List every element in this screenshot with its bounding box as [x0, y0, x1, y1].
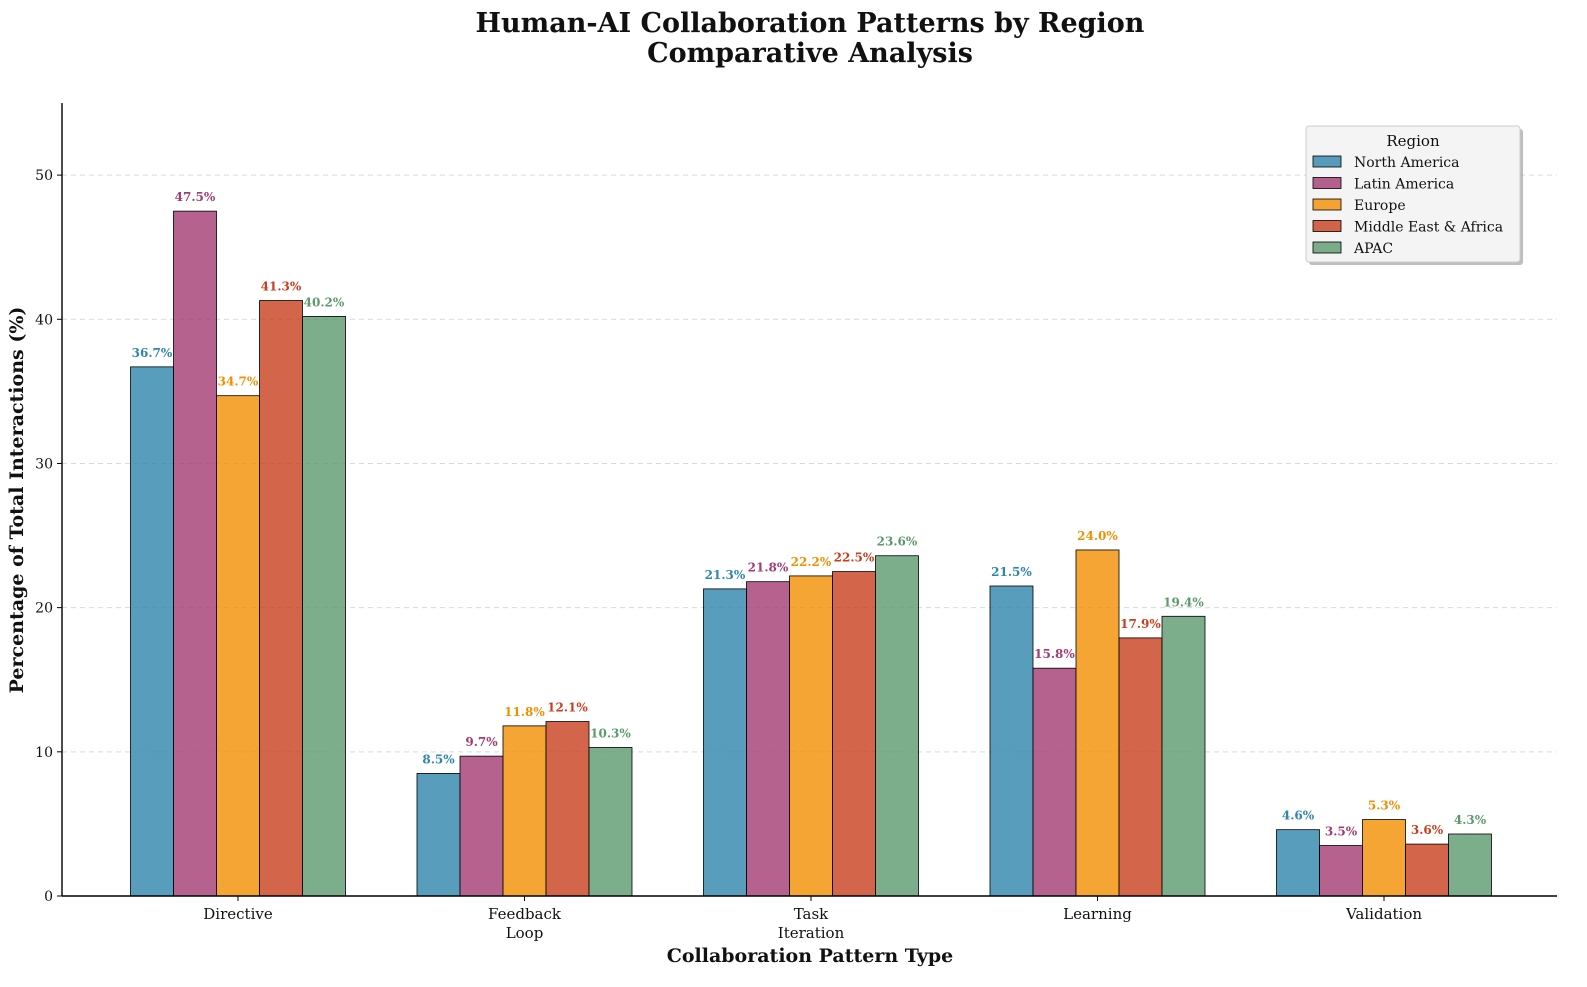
x-axis-label: Collaboration Pattern Type [667, 945, 954, 967]
x-tick-label-3-0: Learning [1063, 905, 1132, 923]
bar-value-label-2-4: 23.6% [877, 535, 918, 549]
y-tick-label-40: 40 [35, 312, 53, 328]
bar-value-label-1-2: 11.8% [504, 705, 545, 719]
bar-0-1 [173, 210, 217, 897]
bar-0-4 [302, 315, 346, 897]
x-tick-label-1-0: Feedback [488, 905, 562, 923]
y-tick-label-0: 0 [44, 889, 53, 905]
bar-4-1 [1319, 845, 1363, 897]
bar-value-label-3-2: 24.0% [1077, 529, 1118, 543]
bar-3-1 [1032, 667, 1077, 897]
bar-3-3 [1118, 637, 1163, 897]
legend-label-1: Latin America [1354, 177, 1454, 193]
bar-4-2 [1362, 819, 1406, 897]
y-tick-label-50: 50 [35, 168, 53, 184]
legend-label-2: Europe [1354, 198, 1406, 214]
x-tick-label-2-0: Task [794, 905, 829, 923]
bar-4-0 [1276, 829, 1320, 897]
legend-items: North America Latin America Europe Middle E… [1312, 155, 1503, 257]
legend-title: Region [1386, 132, 1440, 150]
legend-label-0: North America [1354, 155, 1460, 171]
legend-label-4: APAC [1353, 241, 1393, 257]
bar-2-0 [703, 588, 747, 897]
bar-4-4 [1448, 833, 1492, 897]
legend-swatch-0 [1312, 155, 1342, 168]
bar-0-3 [259, 300, 303, 897]
y-tick-label-30: 30 [35, 456, 53, 472]
legend-swatch-1 [1312, 177, 1342, 189]
bar-value-label-1-0: 8.5% [422, 752, 455, 766]
legend-box [1305, 125, 1521, 263]
bar-2-1 [746, 581, 790, 897]
bar-value-label-2-3: 22.5% [834, 551, 875, 565]
bar-value-label-1-4: 10.3% [590, 726, 631, 740]
bar-3-4 [1161, 615, 1206, 897]
bar-2-4 [875, 555, 919, 897]
y-tick-label-20: 20 [35, 601, 53, 617]
bar-value-label-3-0: 21.5% [991, 565, 1032, 579]
bar-3-0 [989, 585, 1034, 897]
bar-value-label-3-4: 19.4% [1163, 595, 1204, 609]
bars [130, 210, 1492, 897]
bar-1-2 [502, 725, 547, 897]
bar-2-3 [832, 571, 876, 897]
bar-value-label-4-1: 3.5% [1325, 825, 1358, 839]
x-tick-label-1-1: Loop [506, 924, 544, 942]
x-tick-label-2-1: Iteration [778, 924, 845, 942]
bar-value-label-2-1: 21.8% [748, 561, 789, 575]
bar-value-label-4-0: 4.6% [1282, 809, 1315, 823]
bar-value-label-2-0: 21.3% [705, 568, 746, 582]
bar-3-2 [1075, 549, 1120, 897]
bar-value-label-2-2: 22.2% [791, 555, 832, 569]
bar-value-label-4-3: 3.6% [1411, 823, 1444, 837]
chart-title-line-2: Comparative Analysis [647, 38, 973, 69]
bar-4-3 [1405, 843, 1449, 897]
bar-value-label-4-4: 4.3% [1454, 813, 1487, 827]
bar-value-label-4-2: 5.3% [1368, 799, 1401, 813]
y-axis-label: Percentage of Total Interactions (%) [6, 307, 28, 694]
bar-value-label-0-3: 41.3% [261, 280, 302, 294]
legend-swatch-4 [1312, 241, 1342, 254]
bar-value-label-0-0: 36.7% [132, 346, 173, 360]
bar-1-3 [545, 721, 590, 897]
legend-swatch-2 [1312, 198, 1342, 211]
legend-label-3: Middle East & Africa [1354, 220, 1503, 236]
bar-value-labels: 36.7% 47.5% 34.7% 41.3%40.2% 8.5% 9.7% 11.8% 12… [132, 190, 1487, 838]
bar-1-0 [416, 773, 461, 897]
bar-value-label-0-2: 34.7% [218, 375, 259, 389]
bar-value-label-3-3: 17.9% [1120, 617, 1161, 631]
legend-swatch-3 [1312, 220, 1342, 232]
bar-1-4 [588, 747, 633, 897]
chart-title-line-1: Human-AI Collaboration Patterns by Regio… [476, 8, 1145, 39]
bar-2-2 [789, 575, 833, 897]
bar-value-label-0-1: 47.5% [175, 190, 216, 204]
bar-0-2 [216, 395, 260, 897]
x-tick-label-0-0: Directive [203, 905, 273, 923]
x-tick-label-4-0: Validation [1345, 905, 1422, 923]
bar-1-1 [459, 755, 504, 897]
bar-value-label-1-3: 12.1% [547, 701, 588, 715]
bar-value-label-1-1: 9.7% [465, 735, 498, 749]
bar-0-0 [130, 366, 174, 897]
legend: Region North America Latin America Europe M… [1305, 125, 1523, 265]
y-tick-label-10: 10 [35, 745, 53, 761]
bar-value-label-3-1: 15.8% [1034, 647, 1075, 661]
bar-value-label-0-4: 40.2% [304, 295, 345, 309]
